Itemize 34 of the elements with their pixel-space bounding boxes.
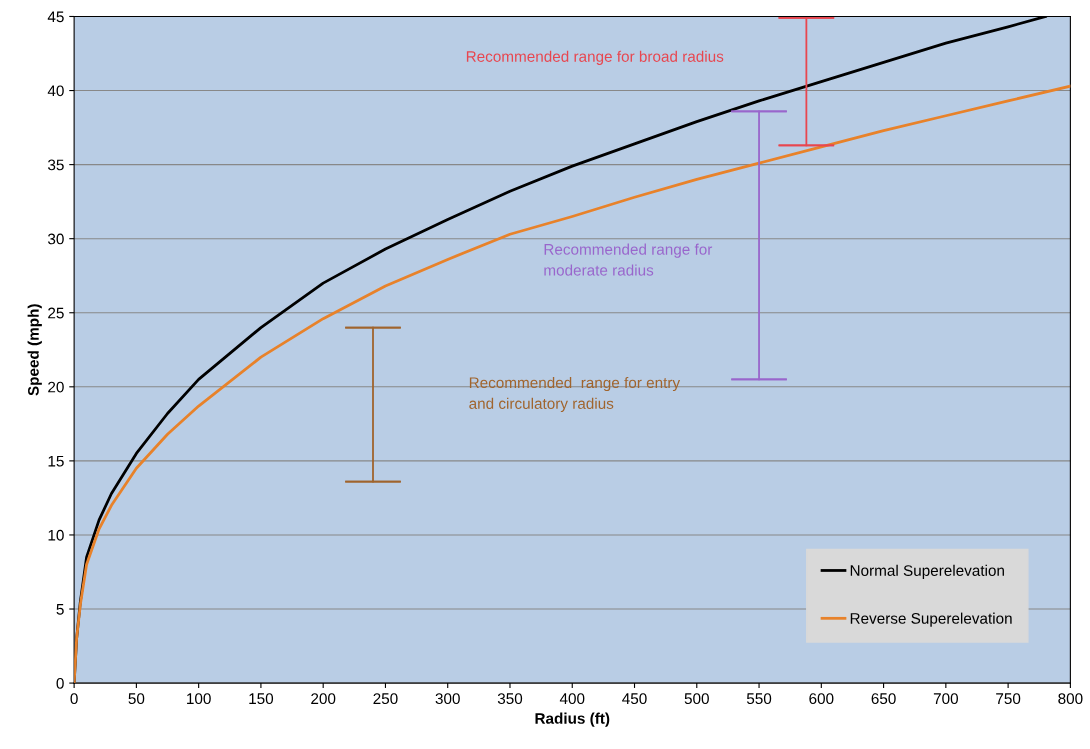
y-tick-label: 25 [48,307,64,319]
x-tick-label: 250 [373,693,398,705]
legend-label: Reverse Superelevation [850,612,1012,627]
x-tick-label: 500 [684,693,709,705]
x-tick-label: 600 [809,693,834,705]
annotation: Recommended range for moderate radius [544,243,713,276]
x-tick-label: 400 [559,693,585,705]
y-tick-label: 5 [56,604,64,615]
y-tick-label: 10 [48,529,64,541]
x-tick-label: 350 [497,693,523,705]
x-tick-label: 800 [1058,693,1083,705]
x-tick-label: 650 [871,693,896,705]
x-axis-title: Radius (ft) [535,712,610,727]
x-tick-label: 0 [70,693,78,705]
legend-label: Normal Superelevation [850,564,1004,579]
y-tick-label: 35 [47,159,64,171]
x-tick-label: 200 [311,693,336,705]
y-tick-label: 30 [47,233,64,245]
x-tick-label: 550 [746,693,772,705]
x-tick-label: 700 [933,693,958,705]
x-tick-label: 450 [622,693,647,705]
x-tick-label: 150 [249,693,274,705]
x-tick-label: 100 [187,693,211,705]
x-tick-label: 750 [996,693,1021,705]
annotation: Recommended range for broad radius [466,50,724,65]
y-axis-title: Speed (mph) [27,304,42,396]
y-tick-label: 40 [47,85,64,97]
x-tick-label: 300 [435,693,460,705]
x-tick-label: 50 [128,693,145,705]
y-tick-label: 0 [56,677,64,689]
y-tick-label: 45 [47,11,64,23]
annotation: Recommended range for entry and circulatory radius [469,376,681,413]
y-tick-label: 15 [48,455,64,467]
y-tick-label: 20 [48,381,64,393]
